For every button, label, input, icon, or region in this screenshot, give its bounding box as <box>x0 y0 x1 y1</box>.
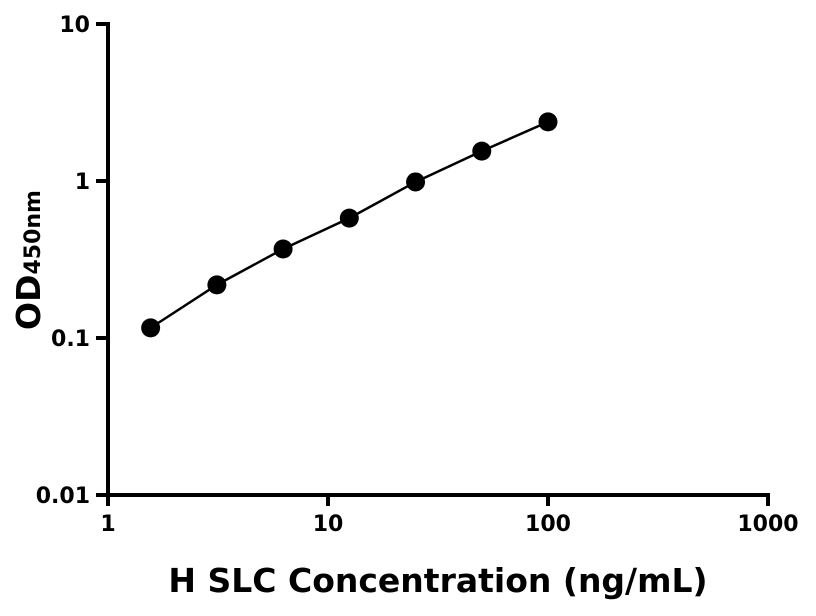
y-axis-label: OD450nm <box>9 190 48 330</box>
data-point <box>472 141 492 161</box>
data-point <box>406 172 426 192</box>
y-tick-label: 1 <box>75 170 90 195</box>
y-tick-label: 0.1 <box>51 327 90 352</box>
x-tick-label: 1 <box>100 512 115 537</box>
svg-text:OD450nm: OD450nm <box>9 190 48 330</box>
x-tick-label: 10 <box>313 512 344 537</box>
y-axis-label-sub: 450nm <box>21 190 46 275</box>
y-tick-label: 0.01 <box>36 484 90 509</box>
x-tick-label: 100 <box>525 512 571 537</box>
data-point <box>339 208 359 228</box>
y-axis-label-main: OD <box>9 275 48 330</box>
data-point <box>207 275 227 295</box>
data-point <box>273 239 293 259</box>
data-point <box>141 318 161 338</box>
y-tick-label: 10 <box>59 13 90 38</box>
x-axis-label: H SLC Concentration (ng/mL) <box>168 561 707 600</box>
data-point <box>538 112 558 132</box>
ticks: 1 10 100 1000 0.01 0.1 1 10 <box>36 13 799 537</box>
x-tick-label: 1000 <box>737 512 798 537</box>
axes <box>106 22 770 497</box>
series <box>141 112 558 338</box>
